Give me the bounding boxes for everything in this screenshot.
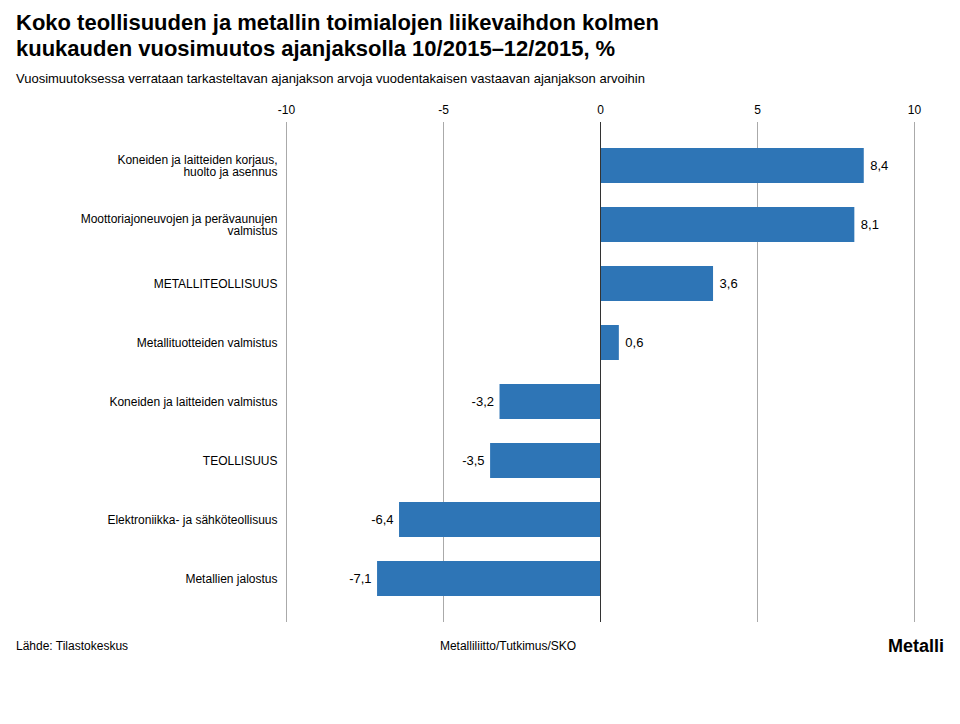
svg-text:0,6: 0,6 [625, 335, 643, 350]
svg-text:-3,5: -3,5 [462, 453, 484, 468]
svg-text:0: 0 [597, 102, 604, 116]
html-text:Lähde: Tilastokeskus: Lähde: Tilastokeskus [16, 639, 129, 654]
svg-text:8,1: 8,1 [861, 217, 879, 232]
html-text:Metalliliitto/Tutkimus/SKO: Metalliliitto/Tutkimus/SKO [439, 639, 577, 654]
svg-text:-5: -5 [438, 102, 449, 116]
svg-text:Koneiden ja laitteiden valmist: Koneiden ja laitteiden valmistus [109, 395, 277, 409]
svg-text:Metallituotteiden valmistus: Metallituotteiden valmistus [137, 336, 278, 350]
svg-text:-7,1: -7,1 [349, 571, 371, 586]
svg-text:Koneiden ja laitteiden korjaus: Koneiden ja laitteiden korjaus,huolto ja… [117, 153, 277, 179]
svg-text:-6,4: -6,4 [371, 512, 393, 527]
svg-text:TEOLLISUUS: TEOLLISUUS [203, 454, 278, 468]
svg-text:8,4: 8,4 [870, 158, 888, 173]
svg-text:METALLITEOLLISUUS: METALLITEOLLISUUS [154, 277, 278, 291]
svg-text:Elektroniikka- ja sähköteollis: Elektroniikka- ja sähköteollisuus [107, 513, 277, 527]
svg-text:3,6: 3,6 [720, 276, 738, 291]
svg-text:Moottoriajoneuvojen ja perävau: Moottoriajoneuvojen ja perävaunujenvalmi… [81, 212, 278, 238]
svg-text:-3,2: -3,2 [472, 394, 494, 409]
svg-text:10: 10 [908, 102, 922, 116]
svg-text:5: 5 [754, 102, 761, 116]
html-text:Metalli: Metalli [888, 635, 944, 656]
svg-text:Metallien jalostus: Metallien jalostus [185, 572, 277, 586]
html-text:Koko teollisuuden ja metallin: Koko teollisuuden ja metallin toimialoje… [16, 10, 659, 62]
html-text:Vuosimuutoksessa verrataan tar: Vuosimuutoksessa verrataan tarkasteltava… [16, 70, 645, 86]
svg-text:-10: -10 [278, 102, 296, 116]
